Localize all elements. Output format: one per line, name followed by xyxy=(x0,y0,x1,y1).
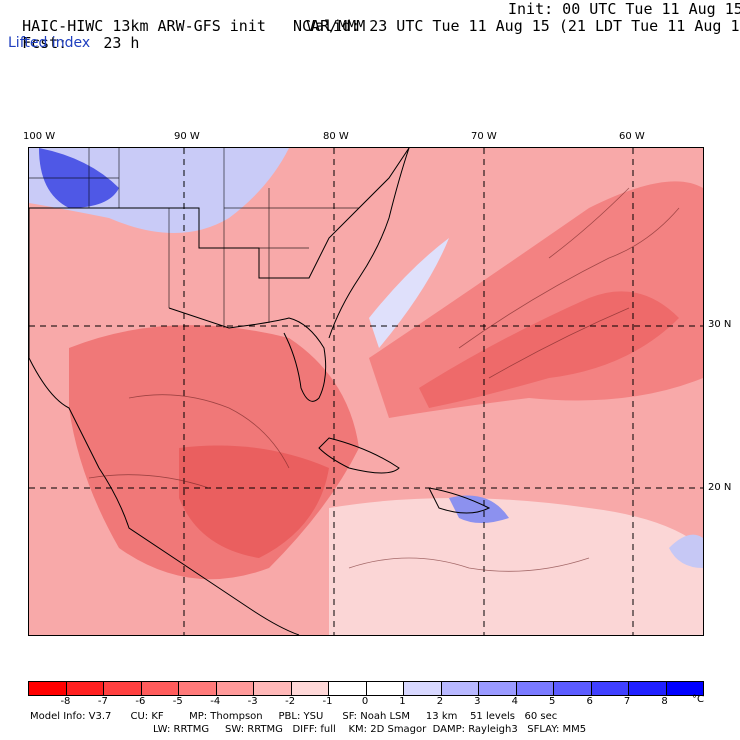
lon-label-90w: 90 W xyxy=(174,131,200,142)
colorbar-tick-label: 6 xyxy=(586,696,593,707)
state-borders xyxy=(29,148,359,328)
colorbar-swatch xyxy=(329,682,367,695)
forecast-hour: Fcst: 23 h xyxy=(22,34,140,52)
colorbar-tick-label: 1 xyxy=(399,696,406,707)
colorbar-tick-label: -5 xyxy=(172,696,183,707)
colorbar-tick-label: -1 xyxy=(322,696,333,707)
coastlines xyxy=(29,148,491,635)
colorbar-swatch xyxy=(404,682,442,695)
colorbar-swatch xyxy=(516,682,554,695)
colorbar-swatch xyxy=(629,682,667,695)
colorbar-tick-label: 7 xyxy=(623,696,631,707)
lon-label-60w: 60 W xyxy=(619,131,645,142)
colorbar-swatch xyxy=(104,682,142,695)
colorbar-tick-label: 3 xyxy=(474,696,481,707)
field-name: Lifted index xyxy=(8,35,91,51)
colorbar-swatch xyxy=(591,682,629,695)
colorbar-tick-label: -8 xyxy=(60,696,71,707)
field-region-caribbean-core xyxy=(179,445,329,558)
colorbar-tick-label: 5 xyxy=(549,696,556,707)
lon-label-70w: 70 W xyxy=(471,131,497,142)
field-region-strong-atlantic xyxy=(419,291,679,408)
colorbar-swatch xyxy=(66,682,104,695)
field-region-stable-coast xyxy=(369,238,449,348)
colorbar-tick-label: 0 xyxy=(361,696,369,707)
field-region-east-positive xyxy=(669,534,703,568)
colorbar-swatch xyxy=(666,682,703,695)
contours xyxy=(88,187,680,572)
colorbar-swatch xyxy=(179,682,217,695)
colorbar-tick-label: -3 xyxy=(247,696,258,707)
map-canvas xyxy=(29,148,703,635)
valid-time: Valid: 23 UTC Tue 11 Aug 15 (21 LDT Tue … xyxy=(306,17,740,35)
colorbar-tick-label: -6 xyxy=(135,696,146,707)
colorbar-tick-label: -4 xyxy=(210,696,221,707)
colorbar xyxy=(28,681,704,696)
colorbar-swatch xyxy=(479,682,517,695)
colorbar-tick-label: 2 xyxy=(436,696,444,707)
colorbar-swatch xyxy=(366,682,404,695)
colorbar-tick-label: 8 xyxy=(661,696,668,707)
colorbar-tick-label: 4 xyxy=(511,696,518,707)
lat-label-30n: 30 N xyxy=(708,319,732,330)
model-title: HAIC-HIWC 13km ARW-GFS init NCAR/MMM xyxy=(22,17,366,35)
graticule xyxy=(29,148,703,635)
colorbar-unit: °C xyxy=(692,694,704,705)
colorbar-swatch xyxy=(216,682,254,695)
lon-label-100w: 100 W xyxy=(23,131,56,142)
model-info-line1: Model Info: V3.7 CU: KF MP: Thompson PBL… xyxy=(30,711,558,722)
colorbar-swatch xyxy=(141,682,179,695)
field-region-hispaniola xyxy=(449,495,509,523)
colorbar-tick-label: -7 xyxy=(97,696,108,707)
field-region-weak-south xyxy=(329,498,703,635)
model-info-line2: LW: RRTMG SW: RRTMG DIFF: full KM: 2D Sm… xyxy=(153,724,587,735)
lifted-index-map xyxy=(28,147,704,636)
colorbar-swatch xyxy=(554,682,592,695)
colorbar-swatch xyxy=(441,682,479,695)
colorbar-swatch xyxy=(254,682,292,695)
colorbar-tick-label: -2 xyxy=(285,696,296,707)
colorbar-swatch xyxy=(291,682,329,695)
lat-label-20n: 20 N xyxy=(708,482,732,493)
lon-label-80w: 80 W xyxy=(323,131,349,142)
init-time: Init: 00 UTC Tue 11 Aug 15 xyxy=(508,0,740,18)
colorbar-swatch xyxy=(29,682,67,695)
